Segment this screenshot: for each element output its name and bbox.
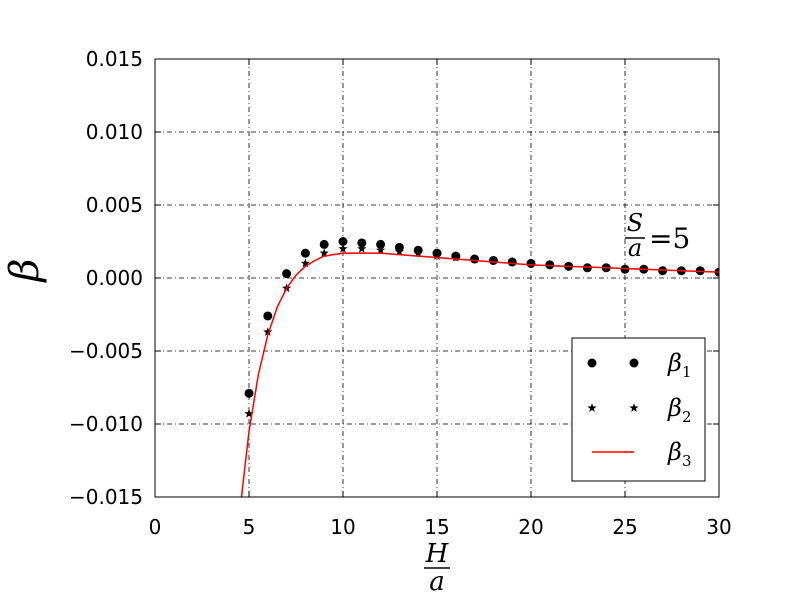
data-point bbox=[244, 388, 254, 398]
legend-label-subscript: 1 bbox=[682, 363, 692, 381]
y-tick-label: 0.015 bbox=[86, 47, 143, 71]
x-axis-label: H a bbox=[424, 539, 450, 597]
data-point bbox=[338, 244, 348, 253]
x-tick-label: 5 bbox=[243, 515, 256, 539]
data-point bbox=[244, 408, 254, 418]
y-tick-label: −0.005 bbox=[69, 339, 143, 363]
annotation-rest: =5 bbox=[649, 222, 690, 255]
data-point bbox=[282, 269, 292, 279]
series-layer bbox=[240, 237, 719, 497]
legend-label-subscript: 3 bbox=[682, 452, 692, 470]
x-tick-label: 30 bbox=[706, 515, 731, 539]
y-tick-label: 0.005 bbox=[86, 193, 143, 217]
data-point bbox=[545, 260, 555, 269]
legend-label-subscript: 2 bbox=[682, 408, 692, 426]
data-point bbox=[394, 246, 404, 256]
data-point bbox=[263, 311, 273, 321]
y-tick-label: −0.015 bbox=[69, 485, 143, 509]
data-point bbox=[263, 327, 273, 336]
x-tick-label: 25 bbox=[612, 515, 637, 539]
data-point bbox=[507, 257, 517, 266]
data-point bbox=[357, 244, 367, 253]
legend-marker bbox=[629, 403, 639, 412]
legend-marker bbox=[587, 358, 597, 368]
data-point bbox=[413, 248, 423, 258]
y-tick-label: 0.000 bbox=[86, 266, 143, 290]
annotation-denominator: a bbox=[628, 234, 642, 262]
y-axis-label: β bbox=[2, 258, 48, 283]
data-point bbox=[488, 255, 498, 265]
data-point bbox=[432, 251, 442, 260]
plot-frame bbox=[154, 58, 720, 498]
legend-marker bbox=[629, 358, 639, 368]
annotation: S a =5 bbox=[625, 209, 690, 262]
legend-label: β bbox=[667, 438, 682, 466]
data-point bbox=[357, 238, 367, 248]
data-point bbox=[695, 265, 705, 275]
legend-entries: β 1β 2β 3 bbox=[587, 349, 692, 470]
x-tick-label: 0 bbox=[149, 515, 162, 539]
data-point bbox=[319, 239, 329, 249]
legend: β 1β 2β 3 bbox=[571, 337, 706, 482]
data-point bbox=[300, 258, 310, 268]
series-line bbox=[240, 252, 719, 497]
x-axis-label-numerator: H bbox=[425, 539, 450, 569]
data-point bbox=[376, 239, 386, 249]
x-axis-label-denominator: a bbox=[429, 567, 445, 597]
legend-label: β bbox=[667, 349, 682, 377]
annotation-numerator: S bbox=[627, 209, 643, 237]
legend-marker bbox=[587, 403, 597, 412]
data-point bbox=[526, 258, 536, 268]
data-point bbox=[338, 237, 348, 246]
data-point bbox=[376, 245, 386, 255]
y-tick-label: −0.010 bbox=[69, 412, 143, 436]
x-tick-label: 20 bbox=[518, 515, 543, 539]
tick-labels: 0 5 10 15 20 25 30 −0.015 −0.010 −0.005 0.000 0.005… bbox=[69, 47, 732, 539]
legend-label: β bbox=[667, 394, 682, 422]
data-point bbox=[300, 248, 310, 258]
x-tick-label: 15 bbox=[424, 515, 449, 539]
data-point bbox=[451, 252, 461, 262]
y-tick-label: 0.010 bbox=[86, 120, 143, 144]
data-point bbox=[470, 254, 480, 263]
series-3 bbox=[240, 252, 719, 497]
data-point bbox=[319, 248, 329, 258]
x-tick-label: 10 bbox=[330, 515, 355, 539]
